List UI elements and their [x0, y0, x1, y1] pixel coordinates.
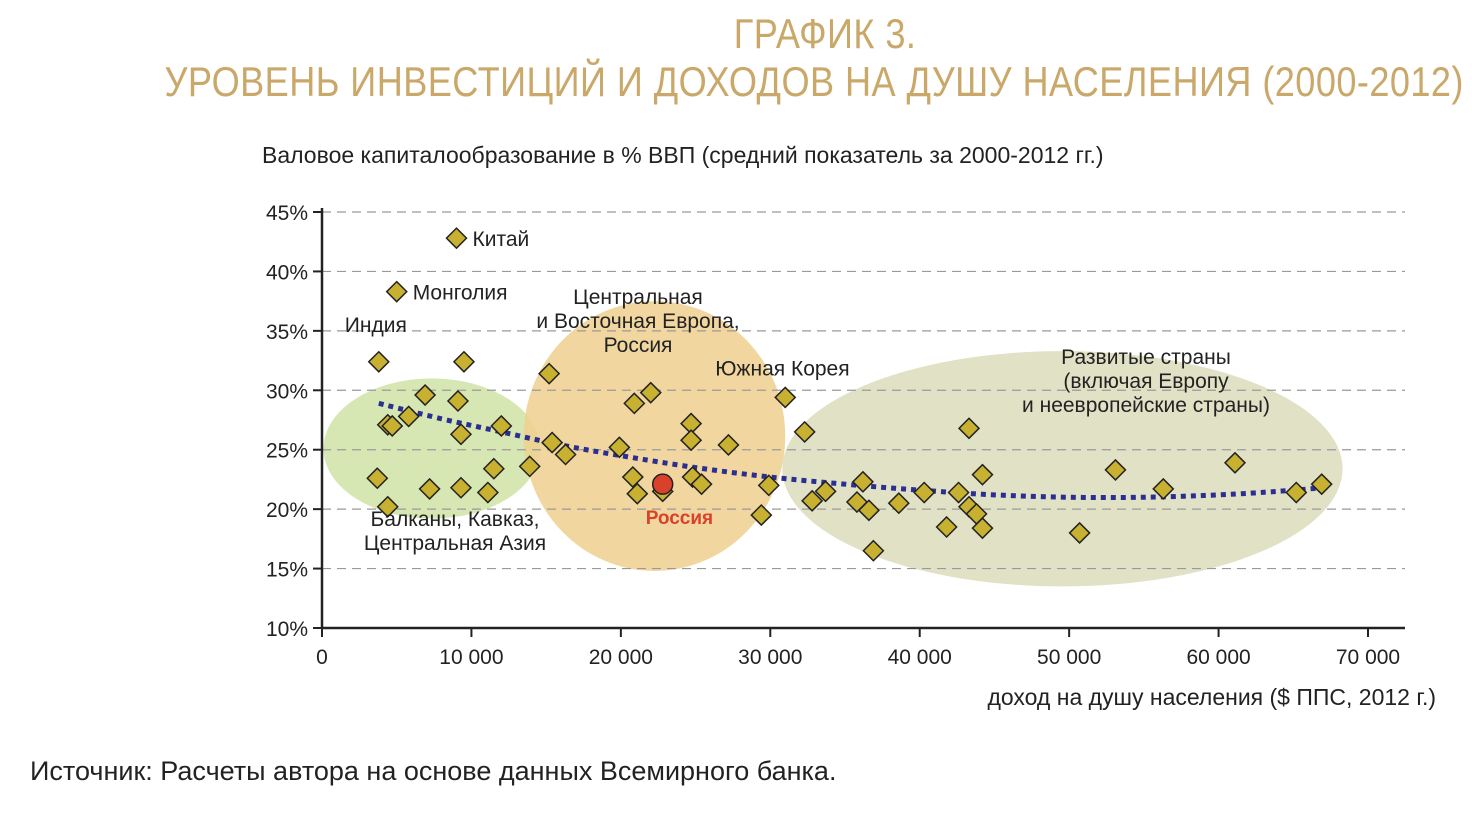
x-axis-label: доход на душу населения ($ ППС, 2012 г.): [987, 684, 1436, 710]
data-point: [1223, 451, 1247, 474]
data-point: [538, 362, 561, 385]
data-point: [376, 495, 399, 518]
chart-title-line-2: УРОВЕНЬ ИНВЕСТИЦИЙ И ДОХОДОВ НА ДУШУ НАС…: [164, 58, 1464, 105]
point-label: Китай: [472, 228, 529, 251]
group-label-3-line-1: Развитые страны: [1061, 346, 1231, 369]
data-point: [381, 414, 404, 438]
x-tick-label: 0: [316, 646, 328, 669]
y-tick-label: 40%: [266, 261, 308, 284]
data-point: [518, 455, 541, 478]
data-point: [971, 463, 994, 486]
source-note: Источник: Расчеты автора на основе данны…: [30, 756, 837, 786]
group-label-1-line-2: Центральная Азия: [364, 532, 546, 555]
data-point: [476, 481, 499, 504]
data-point: [717, 433, 740, 457]
data-point: [366, 467, 389, 490]
group-label-2-line-2: и Восточная Европа,: [536, 310, 739, 333]
data-point: [446, 389, 470, 413]
chart-title-line-1: ГРАФИК 3.: [733, 10, 916, 57]
data-point: [490, 414, 513, 438]
data-point: [680, 429, 703, 452]
y-tick-label: 30%: [266, 380, 308, 403]
data-point: [814, 480, 837, 503]
trend-line: [378, 400, 1324, 501]
data-point: [851, 470, 874, 493]
russia-point: [651, 473, 674, 495]
group-label-1-line-1: Балканы, Кавказ,: [370, 508, 539, 531]
group-label-2-line-3: Россия: [604, 334, 673, 357]
y-tick-label: 15%: [266, 559, 308, 582]
data-point: [554, 443, 577, 466]
data-point: [608, 436, 631, 459]
x-tick-label: 70 000: [1336, 646, 1400, 669]
data-point: [449, 476, 473, 499]
data-point: [449, 423, 473, 446]
group-label-3-line-3: и неевропейские страны): [1022, 394, 1270, 417]
data-point: [857, 499, 880, 522]
russia-label: Россия: [646, 508, 713, 529]
data-point: [957, 417, 981, 440]
data-point: [1285, 481, 1308, 504]
x-tick-label: 30 000: [738, 646, 802, 669]
group-label-2-line-1: Центральная: [573, 286, 703, 309]
data-point: [913, 481, 936, 504]
data-point: [626, 482, 649, 505]
group-ellipse-3: [782, 351, 1343, 587]
data-point: [690, 473, 713, 496]
point-label: Индия: [345, 314, 407, 337]
data-point: [757, 474, 780, 497]
data-point: [385, 280, 408, 303]
data-point: [971, 517, 994, 540]
data-point: [774, 386, 797, 409]
x-tick-label: 60 000: [1186, 646, 1250, 669]
data-point: [482, 457, 505, 480]
data-point: [862, 539, 885, 562]
data-point: [1068, 521, 1091, 544]
y-axis-label: Валовое капиталообразование в % ВВП (сре…: [262, 142, 1104, 168]
data-point: [445, 227, 468, 250]
x-tick-label: 50 000: [1037, 646, 1101, 669]
data-point: [414, 383, 437, 407]
y-tick-label: 10%: [266, 618, 308, 641]
data-point: [801, 489, 824, 512]
x-tick-label: 10 000: [439, 646, 503, 669]
x-tick-label: 20 000: [589, 646, 653, 669]
point-label: Монголия: [413, 282, 508, 305]
x-tick-label: 40 000: [888, 646, 952, 669]
y-tick-label: 45%: [266, 202, 308, 225]
data-point: [1152, 477, 1175, 500]
y-tick-label: 35%: [266, 321, 308, 344]
data-point: [935, 515, 958, 539]
group-ellipse-2: [523, 301, 786, 571]
data-point: [750, 504, 773, 527]
data-point: [621, 465, 644, 489]
data-point: [452, 350, 476, 373]
data-point: [639, 381, 662, 404]
y-tick-label: 25%: [266, 440, 308, 463]
y-tick-label: 20%: [266, 499, 308, 522]
data-point: [793, 420, 816, 443]
data-point: [887, 492, 910, 515]
data-point: [1310, 473, 1333, 496]
data-point: [418, 477, 441, 500]
group-label-3-line-2: (включая Европу: [1063, 370, 1229, 393]
data-point: [623, 392, 646, 415]
data-point: [1104, 458, 1127, 481]
point-label: Южная Корея: [715, 357, 849, 380]
data-point: [367, 350, 390, 373]
data-point: [397, 405, 420, 428]
data-point: [541, 431, 564, 454]
data-point: [947, 481, 970, 504]
